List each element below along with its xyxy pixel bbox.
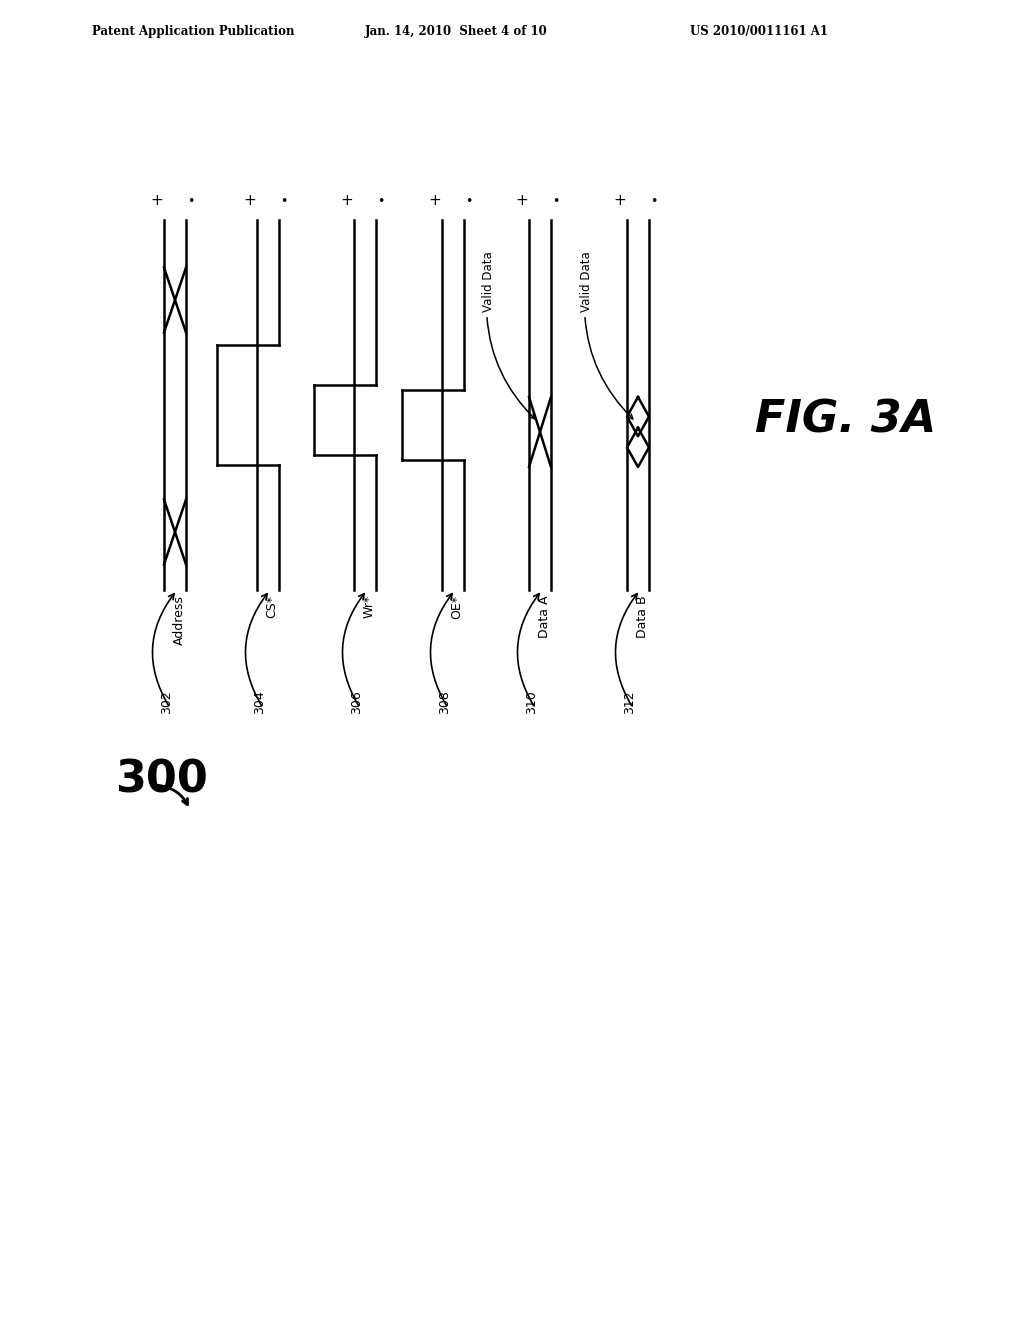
Text: OE*: OE* bbox=[451, 595, 464, 619]
Text: Valid Data: Valid Data bbox=[580, 251, 633, 418]
Text: +: + bbox=[151, 193, 163, 209]
Text: CS*: CS* bbox=[265, 595, 279, 618]
Text: 310: 310 bbox=[525, 690, 539, 714]
Text: •: • bbox=[552, 195, 559, 209]
Text: •: • bbox=[187, 195, 195, 209]
Text: 300: 300 bbox=[115, 759, 208, 801]
Text: Patent Application Publication: Patent Application Publication bbox=[92, 25, 295, 38]
Text: •: • bbox=[280, 195, 288, 209]
Text: +: + bbox=[428, 193, 441, 209]
Text: Valid Data: Valid Data bbox=[481, 251, 535, 418]
Text: •: • bbox=[650, 195, 657, 209]
Text: Jan. 14, 2010  Sheet 4 of 10: Jan. 14, 2010 Sheet 4 of 10 bbox=[365, 25, 548, 38]
Text: +: + bbox=[340, 193, 353, 209]
Text: •: • bbox=[465, 195, 472, 209]
Text: 308: 308 bbox=[438, 690, 452, 714]
Text: 304: 304 bbox=[254, 690, 266, 714]
Text: 302: 302 bbox=[161, 690, 173, 714]
Text: Data B: Data B bbox=[636, 595, 648, 638]
Text: 312: 312 bbox=[624, 690, 637, 714]
Text: Address: Address bbox=[172, 595, 185, 645]
Text: 306: 306 bbox=[350, 690, 364, 714]
Text: Data A: Data A bbox=[538, 595, 551, 638]
Text: US 2010/0011161 A1: US 2010/0011161 A1 bbox=[690, 25, 828, 38]
Text: +: + bbox=[515, 193, 528, 209]
Text: •: • bbox=[377, 195, 384, 209]
Text: +: + bbox=[613, 193, 626, 209]
Text: Wr*: Wr* bbox=[362, 595, 376, 618]
Text: +: + bbox=[244, 193, 256, 209]
Text: FIG. 3A: FIG. 3A bbox=[755, 399, 936, 441]
